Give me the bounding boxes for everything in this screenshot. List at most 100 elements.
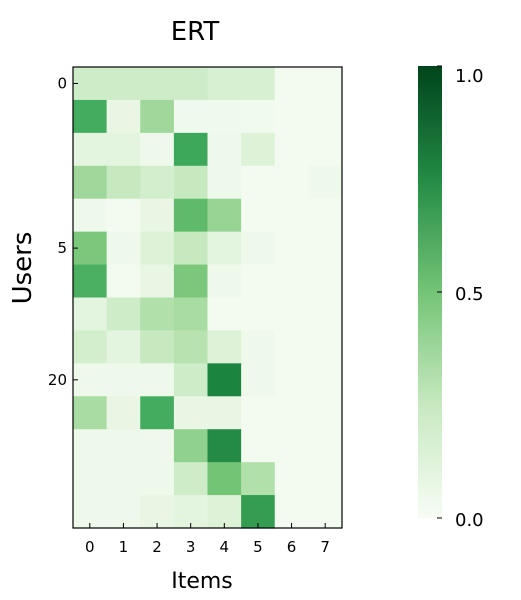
heatmap-cell	[173, 396, 209, 430]
heatmap-cell	[106, 231, 141, 266]
heatmap-cell	[173, 99, 209, 134]
heatmap-cell	[274, 198, 309, 233]
heatmap-cell	[140, 264, 175, 299]
y-tick-label: 20	[48, 371, 67, 389]
heatmap-cell	[106, 330, 141, 364]
heatmap-cell	[207, 99, 242, 134]
heatmap-cell	[207, 231, 242, 266]
chart-title: ERT	[171, 17, 220, 47]
x-tick-label: 3	[186, 538, 196, 556]
heatmap-cell	[106, 99, 141, 134]
heatmap-cell	[308, 462, 343, 496]
heatmap-cell	[140, 297, 175, 332]
heatmap-cell	[308, 396, 343, 430]
heatmap-cell	[274, 165, 309, 200]
x-tick-label: 6	[287, 538, 297, 556]
heatmap-cell	[173, 264, 209, 299]
heatmap-cell	[106, 396, 141, 430]
heatmap-cell	[274, 429, 309, 463]
heatmap-cell	[274, 363, 309, 397]
heatmap-cells	[73, 67, 343, 529]
heatmap-cell	[241, 165, 276, 200]
heatmap-cell	[274, 67, 309, 101]
heatmap-cell	[207, 330, 242, 364]
colorbar-tick-label: 0.5	[455, 284, 484, 305]
heatmap-cell	[140, 330, 175, 364]
heatmap-cell	[308, 264, 343, 299]
colorbar-ticks: 1.0 0.5 0.0	[437, 65, 484, 531]
heatmap-cell	[73, 165, 108, 200]
heatmap-cell	[73, 396, 108, 430]
y-axis-label: Users	[8, 232, 38, 305]
heatmap-cell	[173, 330, 209, 364]
heatmap-cell	[308, 297, 343, 332]
x-tick-label: 2	[152, 538, 162, 556]
x-axis-label: Items	[171, 569, 233, 594]
colorbar-tick-label: 1.0	[455, 66, 484, 87]
heatmap-cell	[241, 198, 276, 233]
x-tick-label: 1	[119, 538, 129, 556]
heatmap-cell	[140, 363, 175, 397]
heatmap-cell	[140, 231, 175, 266]
heatmap-cell	[308, 429, 343, 463]
heatmap-cell	[173, 198, 209, 233]
heatmap-cell	[241, 363, 276, 397]
heatmap-cell	[274, 462, 309, 496]
heatmap-cell	[106, 198, 141, 233]
heatmap-cell	[140, 198, 175, 233]
heatmap-cell	[308, 165, 343, 200]
heatmap-cell	[140, 429, 175, 463]
heatmap-cell	[173, 297, 209, 332]
heatmap-cell	[308, 198, 343, 233]
heatmap-cell	[241, 330, 276, 364]
heatmap-cell	[207, 165, 242, 200]
x-tick-label: 7	[320, 538, 330, 556]
heatmap-cell	[73, 330, 108, 364]
x-tick-label: 0	[85, 538, 95, 556]
heatmap-cell	[106, 264, 141, 299]
heatmap-cell	[308, 132, 343, 167]
heatmap-cell	[140, 396, 175, 430]
y-tick-label: 0	[57, 74, 67, 92]
heatmap-cell	[173, 462, 209, 496]
heatmap-cell	[73, 429, 108, 463]
heatmap-cell	[140, 99, 175, 134]
y-ticks: 0 5 20	[48, 74, 78, 389]
heatmap-cell	[73, 363, 108, 397]
heatmap-cell	[73, 297, 108, 332]
heatmap-cell	[173, 165, 209, 200]
heatmap-cell	[274, 132, 309, 167]
heatmap-cell	[308, 99, 343, 134]
heatmap-cell	[207, 429, 242, 463]
heatmap-cell	[73, 462, 108, 496]
heatmap-cell	[173, 363, 209, 397]
heatmap-cell	[241, 99, 276, 134]
x-tick-label: 4	[220, 538, 230, 556]
x-ticks: 0 1 2 3 4 5 6 7	[85, 523, 330, 556]
heatmap-cell	[308, 67, 343, 101]
heatmap-cell	[140, 67, 175, 101]
y-tick-label: 5	[57, 239, 67, 257]
heatmap-cell	[274, 99, 309, 134]
heatmap-cell	[207, 396, 242, 430]
heatmap-cell	[140, 132, 175, 167]
heatmap-cell	[140, 462, 175, 496]
heatmap-cell	[106, 462, 141, 496]
heatmap-cell	[173, 429, 209, 463]
heatmap-cell	[274, 297, 309, 332]
heatmap-cell	[241, 264, 276, 299]
heatmap-cell	[173, 132, 209, 167]
heatmap-cell	[106, 132, 141, 167]
heatmap-cell	[241, 67, 276, 101]
heatmap-cell	[106, 429, 141, 463]
heatmap-cell	[207, 363, 242, 397]
heatmap-cell	[73, 198, 108, 233]
heatmap-cell	[241, 429, 276, 463]
heatmap-cell	[207, 67, 242, 101]
heatmap-cell	[308, 330, 343, 364]
colorbar-tick-label: 0.0	[455, 510, 484, 531]
heatmap-cell	[241, 132, 276, 167]
heatmap-cell	[73, 264, 108, 299]
heatmap-cell	[274, 231, 309, 266]
